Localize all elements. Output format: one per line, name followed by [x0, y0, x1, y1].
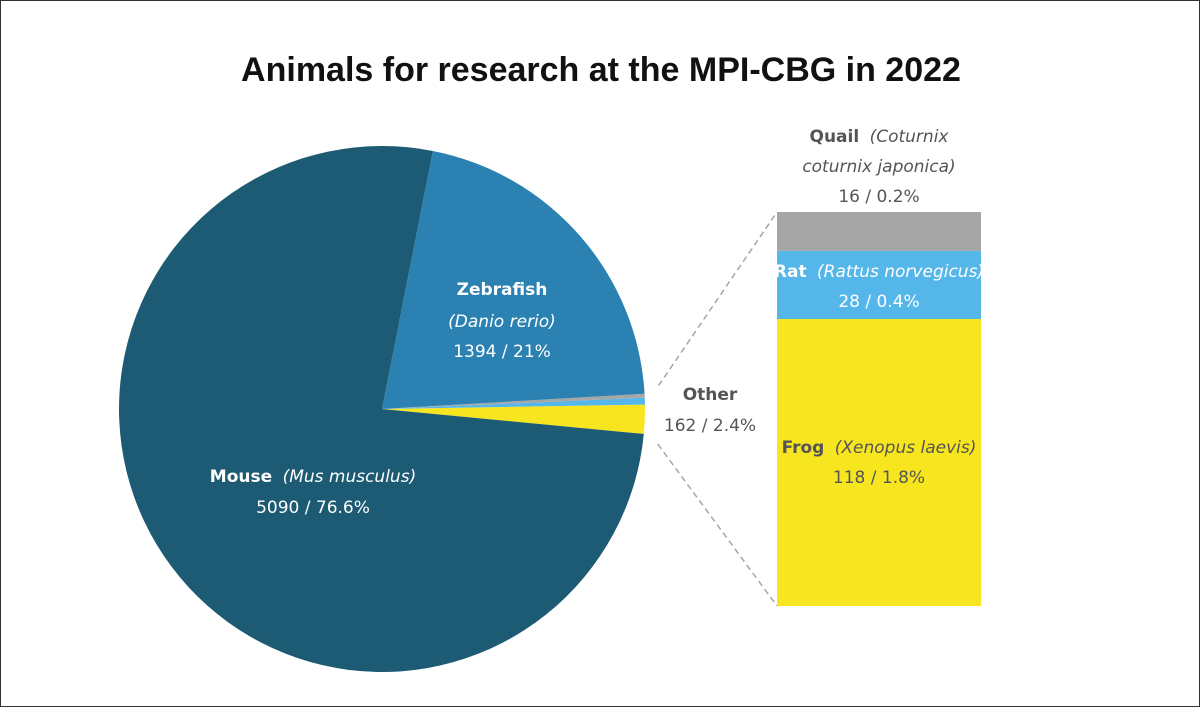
- frog-name: Frog: [782, 438, 825, 458]
- quail-name: Quail: [810, 127, 860, 147]
- rat-name: Rat: [774, 262, 807, 282]
- pie-slice-other-rat: [382, 397, 645, 409]
- other-value-label: 162 / 2.4%: [664, 416, 756, 436]
- zebrafish-latin: (Danio rerio): [448, 312, 556, 332]
- mouse-latin: (Mus musculus): [283, 467, 417, 487]
- other-name: Other: [683, 385, 738, 405]
- quail-value-label: 16 / 0.2%: [838, 187, 919, 207]
- rat-label: Rat (Rattus norvegicus): [774, 262, 984, 282]
- pie-chart: [119, 146, 645, 673]
- quail-label: Quail (Coturnix: [810, 127, 950, 147]
- frog-label: Frog (Xenopus laevis): [782, 438, 977, 458]
- rat-latin: (Rattus norvegicus): [817, 262, 984, 282]
- zebrafish-name: Zebrafish: [457, 280, 548, 300]
- mouse-name: Mouse: [210, 467, 272, 487]
- bar-segment-frog: [777, 319, 981, 606]
- quail-latin-2: coturnix japonica): [802, 157, 955, 177]
- connector-lines: [657, 211, 778, 607]
- rat-value-label: 28 / 0.4%: [838, 292, 919, 312]
- bar-segment-rat: [777, 250, 981, 320]
- quail-latin-1: (Coturnix: [870, 127, 950, 147]
- stacked-bar: [777, 212, 981, 606]
- pie-slice-other-quail: [382, 393, 645, 409]
- mouse-label: Mouse (Mus musculus): [210, 467, 416, 487]
- pie-slice-mouse: [119, 146, 644, 673]
- frog-value-label: 118 / 1.8%: [833, 468, 925, 488]
- zebrafish-value-label: 1394 / 21%: [453, 342, 551, 362]
- bar-segment-quail: [777, 212, 981, 251]
- pie-slice-other-frog: [382, 404, 645, 434]
- chart-title: Animals for research at the MPI-CBG in 2…: [241, 51, 961, 89]
- connector-line-top: [657, 211, 778, 387]
- mouse-value-label: 5090 / 76.6%: [256, 498, 370, 518]
- frog-latin: (Xenopus laevis): [835, 438, 977, 458]
- pie-slice-zebrafish: [382, 150, 645, 409]
- connector-line-bottom: [657, 443, 778, 607]
